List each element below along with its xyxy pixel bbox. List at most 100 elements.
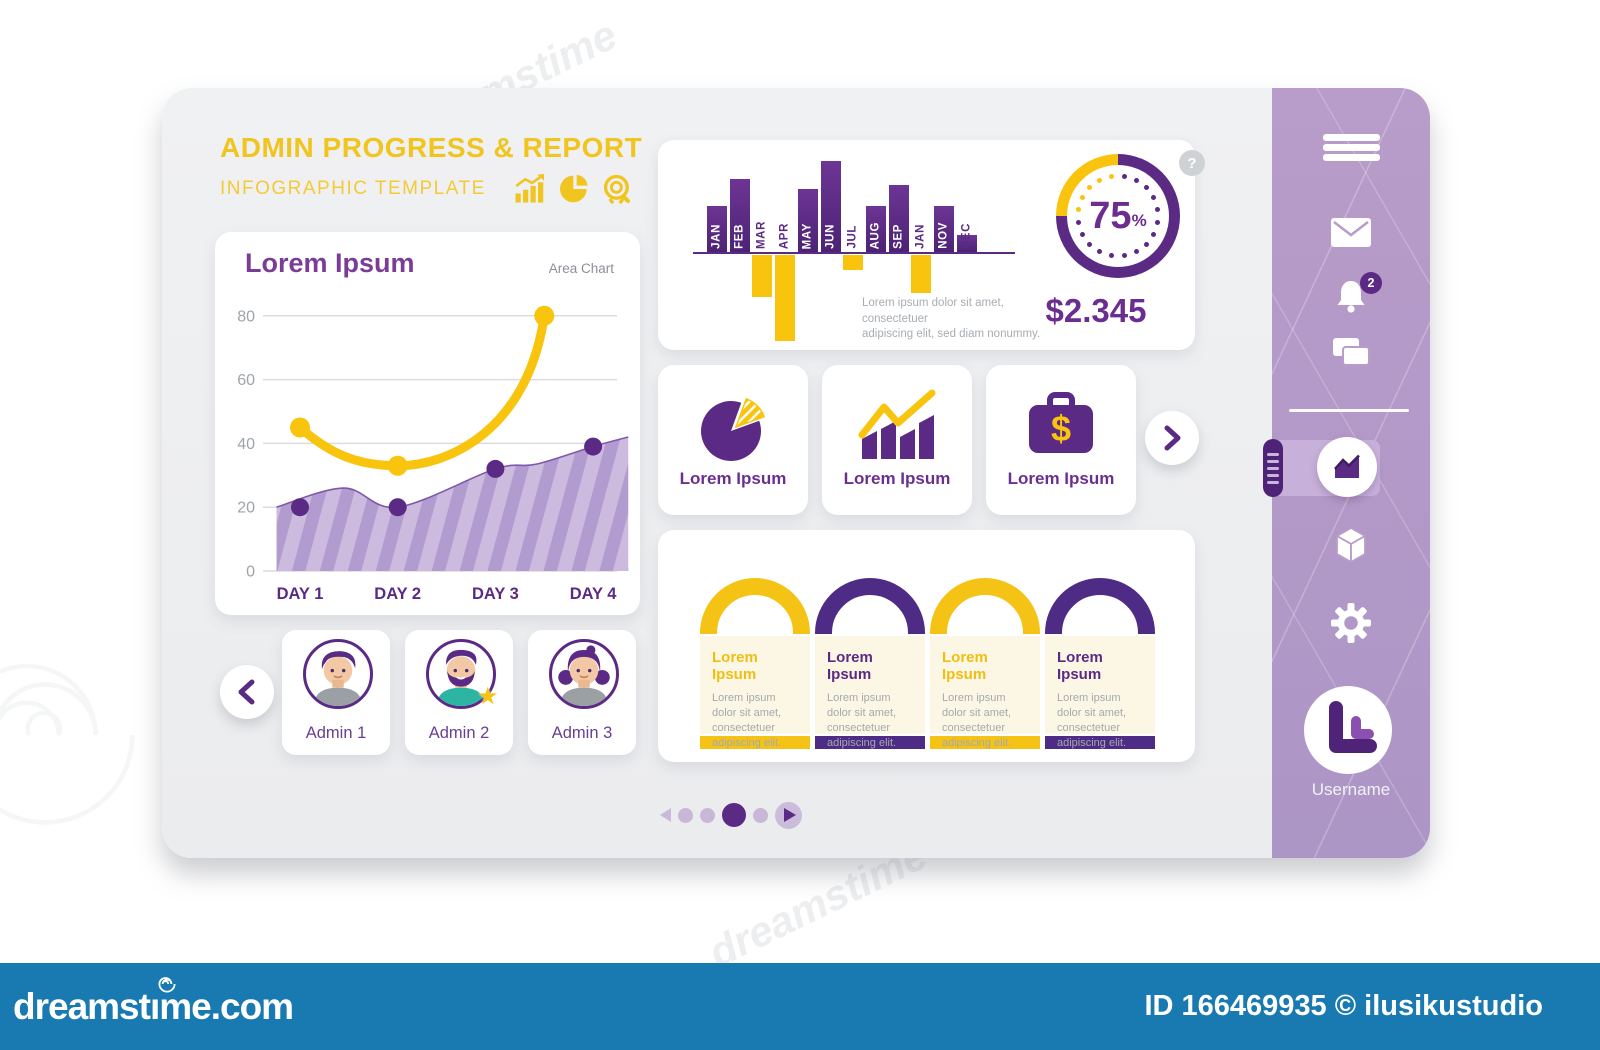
bar [752,254,773,297]
svg-text:20: 20 [237,500,255,517]
bar-month-JAN: JAN [911,162,932,348]
target-search-icon [603,174,630,204]
pie-chart-tile-icon [658,385,808,469]
sidebar-item-settings[interactable] [1272,603,1430,643]
arch-shape [930,578,1040,634]
arch-ring [700,578,810,634]
bar-month-JUL: JUL [843,162,864,348]
gauge-dot [1133,177,1139,183]
monthly-stat-card: JAN FEB MAR APR MAY JUN JUL AUG SEP JAN NOV DEC Lor… [658,140,1205,350]
next-cards-button[interactable] [1145,411,1199,465]
pagination-next-button[interactable] [775,801,802,829]
page-title: ADMIN PROGRESS & REPORT [220,132,643,163]
pagination-dot-3[interactable] [722,803,746,827]
arch-item-body: Lorem ipsum dolor sit amet, consectetuer… [942,692,1012,749]
arch-shape [1045,578,1155,634]
bar [865,206,886,252]
admin-card[interactable]: Admin 3 [528,630,636,755]
monthly-bar-chart: JAN FEB MAR APR MAY JUN JUL AUG SEP JAN NOV DEC [686,161,1026,348]
admin-card-row: Admin 1 ★ Admin 2 Admin 3 [282,630,636,755]
area-chart-tag: Area Chart [548,261,614,276]
pagination-dot-4[interactable] [753,807,768,823]
bar-month-label: FEB [732,224,745,249]
bar [797,189,818,252]
bar [820,161,841,252]
svg-text:DAY 2: DAY 2 [374,585,421,603]
avatar-illustration [437,649,485,706]
hamburger-menu-icon[interactable] [1272,134,1430,161]
user-avatar[interactable] [1304,686,1392,774]
admin-card[interactable]: Admin 1 [282,630,390,755]
sidebar-item-mail[interactable] [1272,218,1430,247]
sidebar-item-notifications[interactable] [1272,278,1430,314]
bar-month-JAN: JAN [707,162,727,348]
arch-ring [815,578,925,634]
bar [934,206,954,252]
arch-item-title: Lorem Ipsum [827,649,873,683]
arch-item-1: Lorem Ipsum Lorem ipsum dolor sit amet, c… [700,578,810,749]
arch-item-4: Lorem Ipsum Lorem ipsum dolor sit amet, c… [1045,578,1155,749]
bar [843,254,864,270]
svg-text:DAY 4: DAY 4 [570,585,618,603]
bar-month-MAR: MAR [752,162,773,348]
pagination-prev-arrow[interactable] [660,808,671,822]
arch-item-body: Lorem ipsum dolor sit amet, consectetuer… [827,692,897,749]
arch-item-body: Lorem ipsum dolor sit amet, consectetuer… [1057,692,1127,749]
bar-month-FEB: FEB [729,162,750,348]
bar-month-label: MAR [755,221,768,249]
bar-month-MAY: MAY [797,162,818,348]
sidebar-item-windows[interactable] [1272,336,1430,368]
bar-month-NOV: NOV [934,162,954,348]
avatar [549,639,619,709]
arch-shape [815,578,925,634]
bar-month-SEP: SEP [888,162,909,348]
bar [707,206,727,252]
spiral-icon [158,976,176,992]
arch-item-3: Lorem Ipsum Lorem ipsum dolor sit amet, c… [930,578,1040,749]
scroll-indicator-pill[interactable] [1263,439,1283,497]
line-chart-icon [1334,454,1360,478]
mini-card-briefcase[interactable]: $ Lorem Ipsum [986,365,1136,515]
bar [956,235,977,252]
gauge-dot [1075,207,1081,213]
help-icon[interactable]: ? [1179,150,1205,176]
pagination-dot-2[interactable] [700,807,715,823]
arch-item-title: Lorem Ipsum [942,649,988,683]
watermark-bar: dreamstıme.com ID 166469935 © ilusikustu… [0,963,1600,1050]
mail-icon [1331,218,1371,247]
gauge-dot [1087,241,1093,247]
pagination-dot-1[interactable] [678,807,693,823]
arch-text-box: Lorem Ipsum Lorem ipsum dolor sit amet, c… [815,636,925,749]
notification-badge: 2 [1360,272,1382,294]
bar [911,254,932,293]
sidebar-item-products[interactable] [1272,526,1430,564]
gauge-dot [1097,249,1103,255]
previous-admins-button[interactable] [220,665,274,719]
sidebar-item-analytics[interactable] [1317,437,1377,497]
mini-card-pie[interactable]: Lorem Ipsum [658,365,808,515]
admin-card[interactable]: ★ Admin 2 [405,630,513,755]
arch-text-box: Lorem Ipsum Lorem ipsum dolor sit amet, c… [930,636,1040,749]
bar-chart-icon [515,174,544,203]
mini-card-label: Lorem Ipsum [679,469,787,488]
gauge-dot [1079,231,1085,237]
svg-text:0: 0 [246,564,255,581]
pie-chart-icon [559,174,588,203]
gauge-ring [1056,154,1180,278]
chevron-left-icon [238,679,255,705]
arch-summary-card: Lorem Ipsum Lorem ipsum dolor sit amet, c… [658,530,1195,762]
bar-month-label: JUN [823,224,836,249]
bar [888,185,909,252]
star-icon: ★ [477,683,499,710]
arch-item-body: Lorem ipsum dolor sit amet, consectetuer… [712,692,782,749]
arch-text-box: Lorem Ipsum Lorem ipsum dolor sit amet, c… [700,636,810,749]
bar-month-AUG: AUG [865,162,886,348]
avatar-illustration [314,651,362,706]
avatar [303,639,373,709]
gauge-dot [1143,241,1149,247]
bar-month-label: NOV [937,222,950,249]
dreamstime-logo: dreamstıme.com [13,976,294,1028]
admin-name: Admin 2 [428,724,490,742]
mini-card-growth[interactable]: Lorem Ipsum [822,365,972,515]
